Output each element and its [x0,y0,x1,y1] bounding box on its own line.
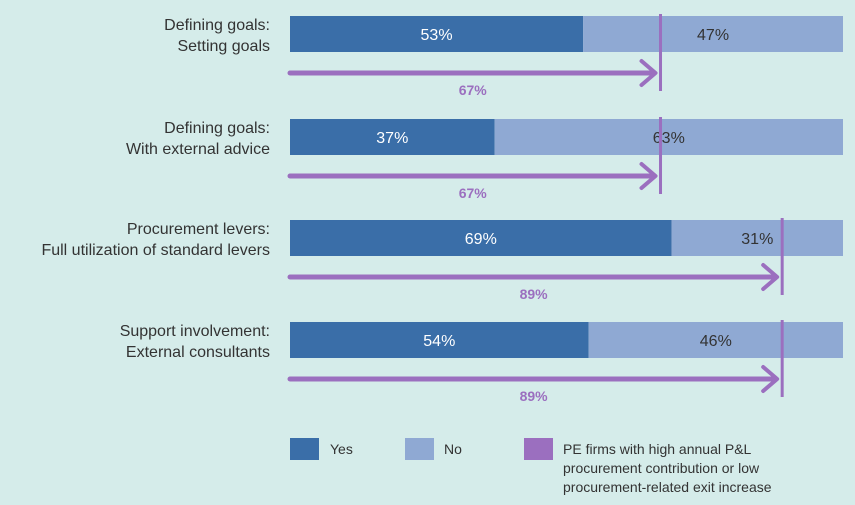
bar-yes [290,16,584,52]
bar-yes [290,322,589,358]
category-label: Defining goals: [164,120,270,137]
category-label: With external advice [126,141,270,158]
legend-label: Yes [330,441,353,457]
marker-arrow-head [639,59,658,87]
bar-yes-label: 53% [421,27,453,44]
marker-value-label: 67% [459,185,488,201]
bar-yes-label: 37% [376,130,408,147]
bar-no [588,322,843,358]
marker-value-label: 89% [520,388,549,404]
legend-label: PE firms with high annual P&L [563,441,752,457]
marker-value-label: 89% [520,286,549,302]
legend-swatch [524,438,553,460]
bar-yes [290,220,672,256]
marker-arrow-head [639,162,658,190]
bar-no-label: 63% [653,130,685,147]
bar-no [583,16,843,52]
category-label: Procurement levers: [127,221,270,238]
category-label: Support involvement: [120,323,270,340]
legend-label: No [444,441,462,457]
bar-no-label: 46% [700,333,732,350]
bar-yes [290,119,495,155]
category-label: Defining goals: [164,17,270,34]
marker-value-label: 67% [459,82,488,98]
legend-label: procurement contribution or low [563,460,760,476]
category-label: Full utilization of standard levers [41,242,270,259]
bar-no [494,119,843,155]
category-label: Setting goals [177,38,270,55]
bar-no [671,220,843,256]
legend-label: procurement-related exit increase [563,479,772,495]
bar-no-label: 47% [697,27,729,44]
legend-swatch [405,438,434,460]
marker-arrow-head [761,365,780,393]
category-label: External consultants [126,344,270,361]
marker-arrow-head [761,263,780,291]
bar-yes-label: 69% [465,231,497,248]
bar-no-label: 31% [741,231,773,248]
bar-yes-label: 54% [423,333,455,350]
legend-swatch [290,438,319,460]
